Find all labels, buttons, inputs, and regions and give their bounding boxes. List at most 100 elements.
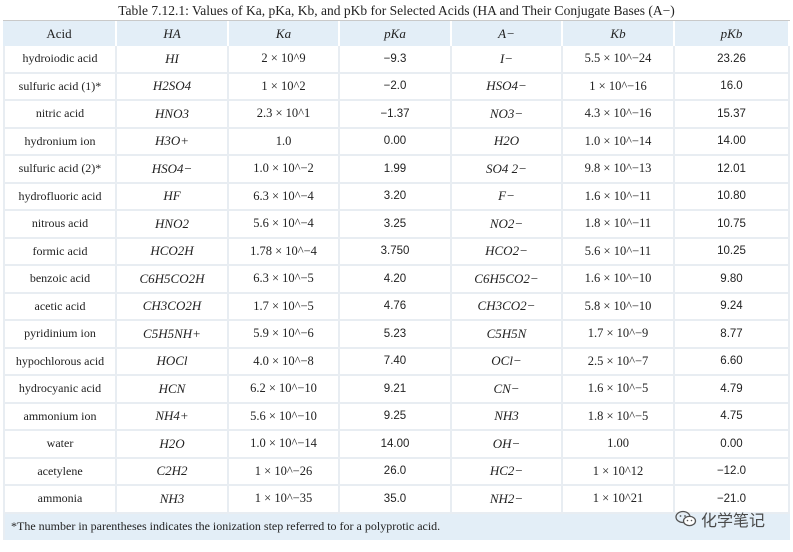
- cell-ha-formula: C5H5NH+: [117, 321, 229, 349]
- cell-pka-value: 14.00: [340, 431, 452, 459]
- cell-pka-value: 0.00: [340, 128, 452, 156]
- cell-pkb-value: −12.0: [675, 458, 790, 486]
- cell-base-formula: OCl−: [452, 348, 563, 376]
- cell-ha-formula: NH4+: [117, 403, 229, 431]
- cell-acid-name: formic acid: [3, 238, 117, 266]
- cell-ha-formula: NH3: [117, 486, 229, 514]
- cell-base-formula: H2O: [452, 128, 563, 156]
- cell-ka-value: 6.3 × 10^−5: [229, 266, 340, 294]
- cell-acid-name: hydroiodic acid: [3, 46, 117, 74]
- cell-ka-value: 1 × 10^−35: [229, 486, 340, 514]
- cell-kb-value: 1.7 × 10^−9: [563, 321, 675, 349]
- cell-base-formula: NO3−: [452, 101, 563, 129]
- cell-ka-value: 1.0 × 10^−2: [229, 156, 340, 184]
- cell-ka-value: 4.0 × 10^−8: [229, 348, 340, 376]
- cell-pkb-value: 23.26: [675, 46, 790, 74]
- cell-kb-value: 1 × 10^−16: [563, 73, 675, 101]
- cell-pka-value: −1.37: [340, 101, 452, 129]
- cell-base-formula: F−: [452, 183, 563, 211]
- cell-pkb-value: 4.75: [675, 403, 790, 431]
- cell-kb-value: 1.0 × 10^−14: [563, 128, 675, 156]
- cell-pka-value: 35.0: [340, 486, 452, 514]
- cell-acid-name: ammonia: [3, 486, 117, 514]
- cell-base-formula: OH−: [452, 431, 563, 459]
- table-row: nitrous acid HNO2 5.6 × 10^−4 3.25 NO2− 1.8 ×…: [3, 211, 790, 239]
- table-body: hydroiodic acid HI 2 × 10^9 −9.3 I− 5.5 × 10^…: [3, 46, 790, 540]
- cell-pka-value: 9.25: [340, 403, 452, 431]
- cell-kb-value: 1 × 10^12: [563, 458, 675, 486]
- cell-ha-formula: C2H2: [117, 458, 229, 486]
- cell-ha-formula: HI: [117, 46, 229, 74]
- cell-acid-name: hydrofluoric acid: [3, 183, 117, 211]
- cell-pkb-value: 14.00: [675, 128, 790, 156]
- acid-table-container: Acid HA Ka pKa A− Kb pKb hydroiodic acid…: [3, 20, 790, 540]
- cell-base-formula: CN−: [452, 376, 563, 404]
- cell-pka-value: 1.99: [340, 156, 452, 184]
- cell-acid-name: sulfuric acid (1)*: [3, 73, 117, 101]
- cell-ha-formula: H2O: [117, 431, 229, 459]
- cell-acid-name: benzoic acid: [3, 266, 117, 294]
- cell-acid-name: acetylene: [3, 458, 117, 486]
- cell-ha-formula: HSO4−: [117, 156, 229, 184]
- cell-pka-value: 7.40: [340, 348, 452, 376]
- table-row: formic acid HCO2H 1.78 × 10^−4 3.750 HCO2− 5.…: [3, 238, 790, 266]
- cell-acid-name: sulfuric acid (2)*: [3, 156, 117, 184]
- cell-ha-formula: CH3CO2H: [117, 293, 229, 321]
- header-kb: Kb: [563, 21, 675, 46]
- cell-kb-value: 1.8 × 10^−11: [563, 211, 675, 239]
- cell-acid-name: hypochlorous acid: [3, 348, 117, 376]
- cell-base-formula: C6H5CO2−: [452, 266, 563, 294]
- cell-pkb-value: 10.25: [675, 238, 790, 266]
- cell-pka-value: −2.0: [340, 73, 452, 101]
- footnote-row: *The number in parentheses indicates the…: [3, 513, 790, 540]
- table-row: acetylene C2H2 1 × 10^−26 26.0 HC2− 1 × 10^12…: [3, 458, 790, 486]
- cell-pkb-value: 15.37: [675, 101, 790, 129]
- cell-pkb-value: 9.80: [675, 266, 790, 294]
- cell-base-formula: NH2−: [452, 486, 563, 514]
- cell-ka-value: 5.6 × 10^−10: [229, 403, 340, 431]
- header-pkb: pKb: [675, 21, 790, 46]
- header-ha: HA: [117, 21, 229, 46]
- cell-pka-value: 5.23: [340, 321, 452, 349]
- acid-constants-table: Acid HA Ka pKa A− Kb pKb hydroiodic acid…: [3, 21, 790, 540]
- cell-acid-name: hydrocyanic acid: [3, 376, 117, 404]
- cell-ha-formula: HNO2: [117, 211, 229, 239]
- cell-pka-value: 4.20: [340, 266, 452, 294]
- cell-kb-value: 5.6 × 10^−11: [563, 238, 675, 266]
- header-acid: Acid: [3, 21, 117, 46]
- cell-acid-name: water: [3, 431, 117, 459]
- cell-acid-name: nitric acid: [3, 101, 117, 129]
- cell-pka-value: 26.0: [340, 458, 452, 486]
- cell-acid-name: acetic acid: [3, 293, 117, 321]
- cell-ka-value: 2.3 × 10^1: [229, 101, 340, 129]
- cell-kb-value: 2.5 × 10^−7: [563, 348, 675, 376]
- table-row: water H2O 1.0 × 10^−14 14.00 OH− 1.00 0.00: [3, 431, 790, 459]
- cell-ka-value: 5.9 × 10^−6: [229, 321, 340, 349]
- cell-pka-value: −9.3: [340, 46, 452, 74]
- cell-ka-value: 6.2 × 10^−10: [229, 376, 340, 404]
- cell-acid-name: pyridinium ion: [3, 321, 117, 349]
- table-row: benzoic acid C6H5CO2H 6.3 × 10^−5 4.20 C6H5C…: [3, 266, 790, 294]
- cell-ha-formula: C6H5CO2H: [117, 266, 229, 294]
- cell-ka-value: 5.6 × 10^−4: [229, 211, 340, 239]
- table-row: ammonium ion NH4+ 5.6 × 10^−10 9.25 NH3 1.8 ×…: [3, 403, 790, 431]
- table-row: hydroiodic acid HI 2 × 10^9 −9.3 I− 5.5 × 10^…: [3, 46, 790, 74]
- table-row: nitric acid HNO3 2.3 × 10^1 −1.37 NO3− 4.3 × …: [3, 101, 790, 129]
- cell-base-formula: C5H5N: [452, 321, 563, 349]
- cell-ka-value: 1 × 10^2: [229, 73, 340, 101]
- table-caption: Table 7.12.1: Values of Ka, pKa, Kb, and…: [118, 3, 675, 18]
- cell-ha-formula: HF: [117, 183, 229, 211]
- cell-ha-formula: HCO2H: [117, 238, 229, 266]
- cell-pkb-value: 12.01: [675, 156, 790, 184]
- cell-pka-value: 3.750: [340, 238, 452, 266]
- cell-pkb-value: 4.79: [675, 376, 790, 404]
- cell-kb-value: 4.3 × 10^−16: [563, 101, 675, 129]
- wechat-icon: [675, 510, 697, 527]
- table-row: sulfuric acid (2)* HSO4− 1.0 × 10^−2 1.99 SO…: [3, 156, 790, 184]
- cell-pkb-value: 10.80: [675, 183, 790, 211]
- cell-base-formula: I−: [452, 46, 563, 74]
- cell-pka-value: 9.21: [340, 376, 452, 404]
- cell-base-formula: NO2−: [452, 211, 563, 239]
- table-row: acetic acid CH3CO2H 1.7 × 10^−5 4.76 CH3CO2−…: [3, 293, 790, 321]
- cell-pka-value: 3.20: [340, 183, 452, 211]
